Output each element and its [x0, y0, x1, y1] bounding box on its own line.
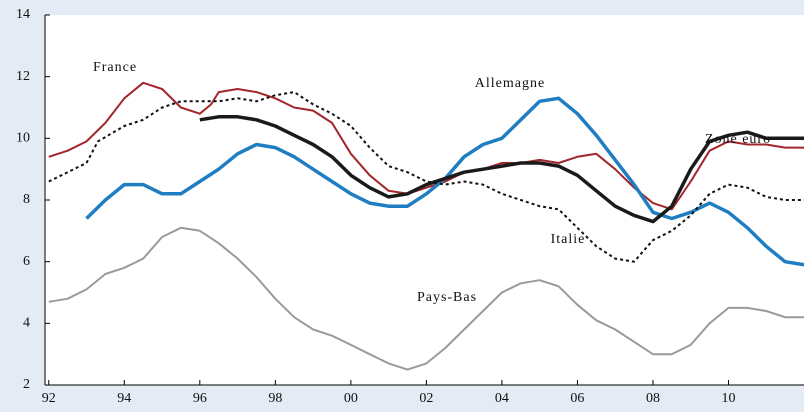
x-tick-label: 02 [419, 391, 433, 406]
x-tick-label: 96 [193, 391, 207, 406]
plot-area [45, 15, 804, 385]
series-label: Zone euro [705, 132, 771, 147]
series-line [48, 91, 804, 263]
x-tick-label: 08 [646, 391, 660, 406]
y-tick-label: 14 [16, 7, 30, 22]
series-label: France [93, 60, 137, 75]
y-tick-label: 2 [23, 377, 30, 392]
x-tick-label: 94 [117, 391, 131, 406]
series-label: Allemagne [475, 76, 545, 91]
x-tick-label: 10 [721, 391, 735, 406]
series-label: Italie [551, 232, 586, 247]
x-tick-label: 04 [495, 391, 509, 406]
series-line [48, 226, 804, 371]
y-tick-label: 10 [16, 131, 30, 146]
x-tick-label: 92 [42, 391, 56, 406]
y-tick-label: 6 [23, 254, 30, 269]
x-tick-label: 06 [570, 391, 584, 406]
y-tick-label: 8 [23, 192, 30, 207]
series-line [199, 115, 804, 224]
x-tick-label: 98 [268, 391, 282, 406]
y-tick-label: 4 [23, 316, 30, 331]
y-tick-label: 12 [16, 69, 30, 84]
x-tick-label: 00 [344, 391, 358, 406]
series-label: Pays-Bas [417, 290, 477, 305]
